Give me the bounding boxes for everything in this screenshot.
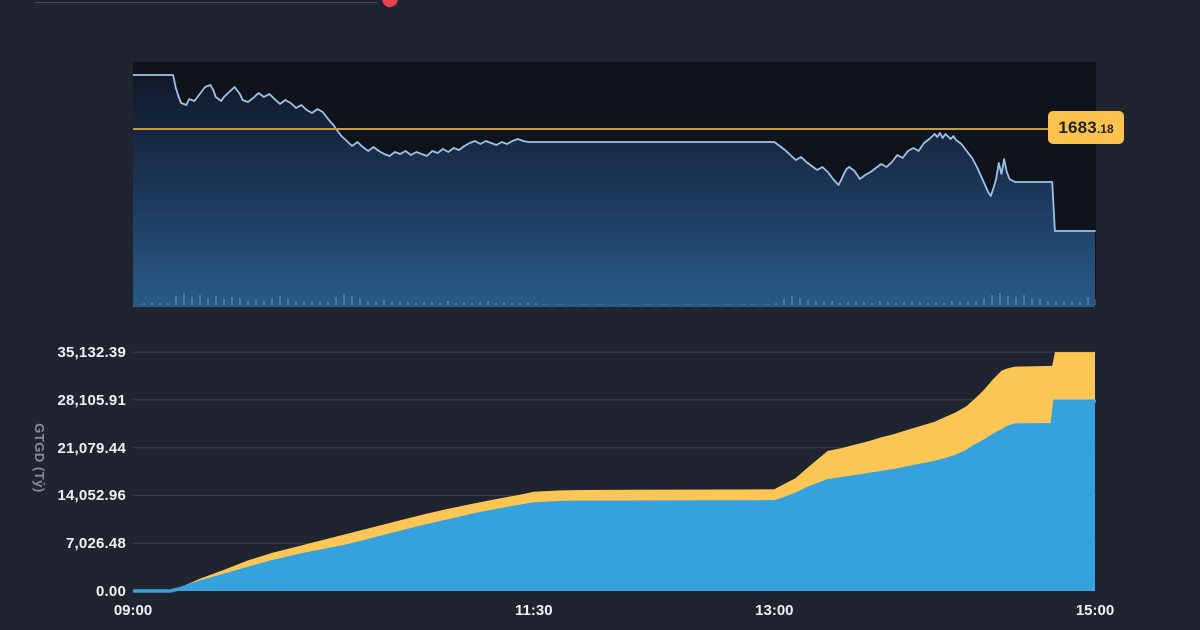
y-tick-label: 28,105.91 <box>57 391 126 409</box>
y-tick-label: 21,079.44 <box>57 439 126 457</box>
y-tick-label: 35,132.39 <box>57 344 126 362</box>
price-reference-badge: 1683.18 <box>1048 111 1124 144</box>
x-tick-label: 09:00 <box>113 602 153 619</box>
turnover-stacked-area-chart[interactable] <box>131 345 1097 595</box>
turnover-chart-panel[interactable] <box>131 345 1097 595</box>
x-tick-label: 15:00 <box>1075 602 1115 619</box>
logo-fragment-icon <box>379 0 401 10</box>
price-badge-decimals: .18 <box>1096 121 1114 136</box>
reference-price-line <box>133 128 1048 130</box>
turnover-y-axis: 0.00 7,026.48 14,052.96 21,079.44 28,105.91 3… <box>0 344 126 601</box>
price-chart-panel[interactable] <box>133 62 1096 307</box>
time-axis: 09:00 11:30 13:00 15:00 <box>0 602 1200 622</box>
turnover-axis-title: GTGD (Tỷ) <box>32 423 47 493</box>
x-tick-label: 13:00 <box>755 602 794 619</box>
price-badge-value: 1683 <box>1058 117 1097 137</box>
header-divider <box>35 2 377 3</box>
y-tick-label: 0.00 <box>96 583 126 600</box>
y-tick-label: 14,052.96 <box>57 487 126 505</box>
x-tick-label: 11:30 <box>515 602 553 619</box>
price-chart[interactable] <box>133 62 1096 307</box>
y-tick-label: 7,026.48 <box>66 535 126 553</box>
